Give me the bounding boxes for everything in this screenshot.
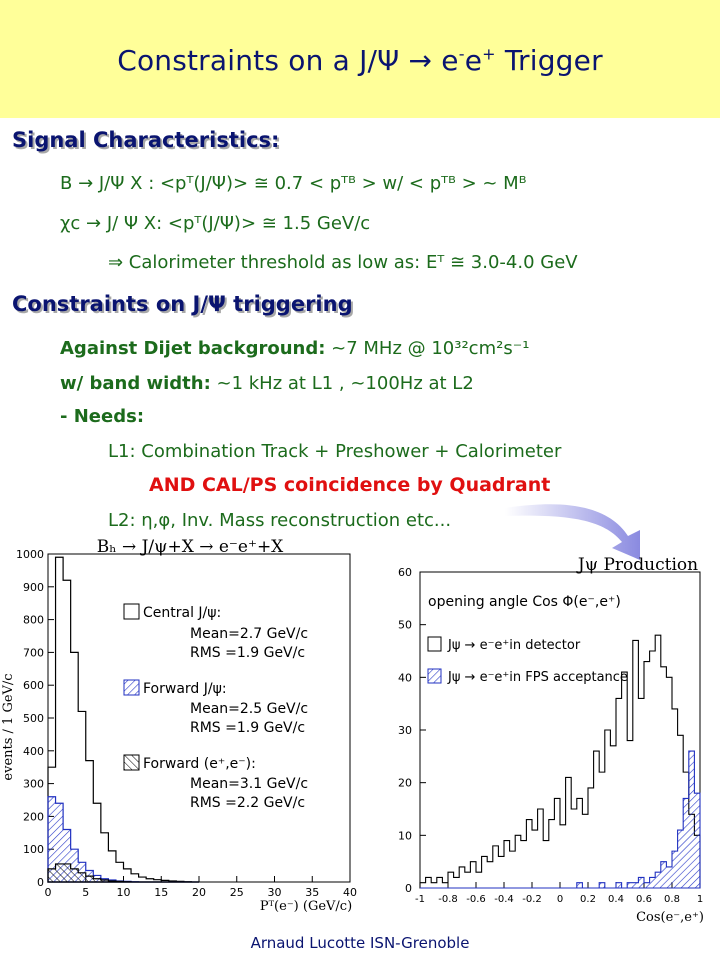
left-xtick-label: 30 [268, 886, 282, 899]
right-plot-inner-title: opening angle Cos Φ(e⁻,e⁺) [428, 594, 621, 610]
constraints-heading: Constraints on J/Ψ triggering [12, 292, 353, 316]
pt-histogram: Bₕ → J/ψ+X → e⁻e⁺+X events / 1 GeV/c Pᵀ(… [1, 537, 357, 914]
legend-box-central [123, 603, 140, 620]
slide-title: Constraints on a J/Ψ → e-e+ Trigger [117, 44, 603, 77]
legend-forwardee-mean: Mean=3.1 GeV/c [190, 776, 308, 792]
left-ytick-label: 1000 [16, 548, 44, 561]
legend-central-rms: RMS =1.9 GeV/c [190, 645, 305, 661]
legend-forward-name: Forward J/ψ: [143, 681, 227, 697]
left-plot-label: Bₕ → J/ψ+X → e⁻e⁺+X [97, 537, 284, 557]
left-ytick-label: 200 [23, 810, 44, 823]
legend-forward-rms: RMS =1.9 GeV/c [190, 720, 305, 736]
left-xtick-label: 20 [192, 886, 206, 899]
signal-line-chi: χc → J/ Ψ X: <pᵀ(J/Ψ)> ≅ 1.5 GeV/c [60, 213, 371, 234]
legend-forward-mean: Mean=2.5 GeV/c [190, 701, 308, 717]
left-ytick-label: 900 [23, 581, 44, 594]
fps-acceptance-series [420, 750, 701, 889]
footer-author: Arnaud Lucotte ISN-Grenoble [250, 934, 470, 952]
left-xtick-label: 10 [117, 886, 131, 899]
legend-central-mean: Mean=2.7 GeV/c [190, 626, 308, 642]
detector-series [419, 634, 701, 889]
right-ytick-label: 50 [398, 619, 412, 632]
l1-line: L1: Combination Track + Preshower + Calo… [108, 441, 562, 462]
left-ytick-label: 400 [23, 745, 44, 758]
bandwidth-line: w/ band width: ~1 kHz at L1 , ~100Hz at … [60, 373, 474, 394]
left-xtick-label: 5 [82, 886, 89, 899]
left-xtick-label: 40 [343, 886, 357, 899]
left-ytick-label: 100 [23, 843, 44, 856]
left-xtick-label: 0 [45, 886, 52, 899]
left-ytick-label: 300 [23, 778, 44, 791]
right-xtick-label: 0.8 [664, 894, 680, 905]
left-ytick-label: 600 [23, 679, 44, 692]
left-plot-ylabel: events / 1 GeV/c [1, 673, 16, 780]
legend-central-name: Central J/ψ: [143, 605, 221, 621]
central-jpsi-series [47, 556, 199, 883]
legend-box-fps [427, 668, 442, 684]
signal-line-b: B → J/Ψ X : <pᵀ(J/Ψ)> ≅ 0.7 < pᵀᴮ > w/ <… [60, 173, 527, 194]
legend-box-forward-ee [123, 754, 140, 771]
dijet-line: Against Dijet background: ~7 MHz @ 10³²c… [60, 338, 530, 359]
left-xtick-label: 25 [230, 886, 244, 899]
right-xtick-label: -0.4 [494, 894, 514, 905]
signal-line-threshold: ⇒ Calorimeter threshold as low as: Eᵀ ≅ … [108, 252, 578, 273]
right-xtick-label: 0.4 [608, 894, 624, 905]
left-ytick-label: 0 [37, 876, 44, 889]
opening-angle-histogram: Jψ Production opening angle Cos Φ(e⁻,e⁺)… [398, 555, 704, 925]
quadrant-coincidence-line: AND CAL/PS coincidence by Quadrant [149, 474, 551, 496]
forward-ee-series [47, 863, 199, 883]
right-xtick-label: 1 [697, 894, 703, 905]
legend-fps: Jψ → e⁻e⁺in FPS acceptance [447, 670, 628, 685]
left-ytick-label: 700 [23, 646, 44, 659]
legend-box-detector [427, 636, 442, 652]
right-xtick-label: 0.2 [580, 894, 596, 905]
needs-line: - Needs: [60, 406, 145, 427]
signal-heading: Signal Characteristics: [12, 128, 280, 152]
title-banner [0, 0, 720, 118]
left-plot-xlabel: Pᵀ(e⁻) (GeV/c) [260, 899, 352, 914]
legend-forwardee-rms: RMS =2.2 GeV/c [190, 795, 305, 811]
right-xtick-label: -0.8 [438, 894, 458, 905]
left-plot-frame [47, 553, 351, 883]
right-ytick-label: 0 [405, 882, 412, 895]
right-plot-frame [419, 571, 701, 889]
legend-detector: Jψ → e⁻e⁺in detector [447, 638, 581, 653]
callout-arrow [505, 504, 640, 560]
right-plot-xlabel: Cos(e⁻,e⁺) [636, 910, 704, 925]
right-xtick-label: 0 [557, 894, 563, 905]
right-xtick-label: 0.6 [636, 894, 652, 905]
right-ytick-label: 10 [398, 829, 412, 842]
right-xtick-label: -0.2 [522, 894, 542, 905]
right-xtick-label: -1 [415, 894, 425, 905]
left-xtick-label: 35 [305, 886, 319, 899]
right-xtick-label: -0.6 [466, 894, 486, 905]
right-plot-label: Jψ Production [576, 555, 698, 575]
right-ytick-label: 40 [398, 671, 412, 684]
right-ytick-label: 20 [398, 777, 412, 790]
left-ytick-label: 800 [23, 614, 44, 627]
left-xtick-label: 15 [154, 886, 168, 899]
l2-line: L2: η,φ, Inv. Mass reconstruction etc... [108, 510, 452, 531]
legend-box-forward [123, 679, 140, 696]
left-ytick-label: 500 [23, 712, 44, 725]
right-ytick-label: 30 [398, 724, 412, 737]
legend-forwardee-name: Forward (e⁺,e⁻): [143, 756, 256, 772]
right-ytick-label: 60 [398, 566, 412, 579]
